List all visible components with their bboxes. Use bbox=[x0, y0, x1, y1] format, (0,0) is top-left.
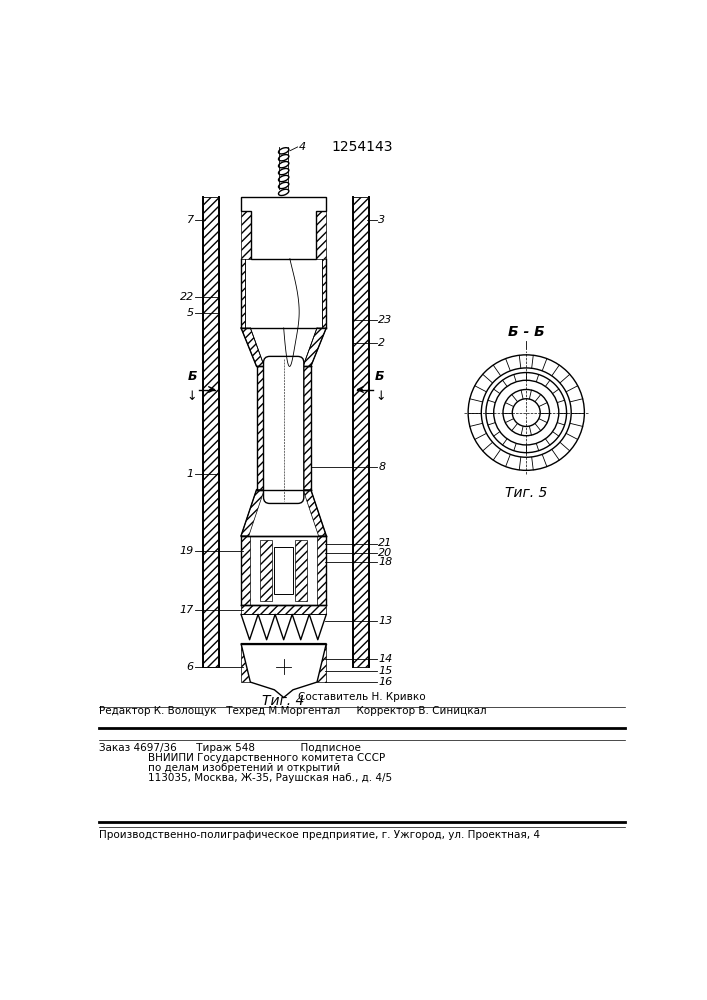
Text: ↓: ↓ bbox=[375, 389, 385, 402]
Text: 2: 2 bbox=[378, 338, 385, 348]
Circle shape bbox=[486, 373, 566, 453]
Text: 5: 5 bbox=[187, 308, 194, 318]
Circle shape bbox=[493, 380, 559, 445]
Bar bbox=[203, 197, 218, 667]
Text: Заказ 4697/36      Тираж 548              Подписное: Заказ 4697/36 Тираж 548 Подписное bbox=[99, 743, 361, 753]
Text: 6: 6 bbox=[187, 662, 194, 672]
Polygon shape bbox=[241, 259, 245, 328]
Polygon shape bbox=[316, 197, 327, 211]
Text: Б: Б bbox=[187, 370, 197, 383]
Polygon shape bbox=[257, 366, 264, 490]
Text: Редактор К. Волощук   Техред М.Моргентал     Корректор В. Синицкал: Редактор К. Волощук Техред М.Моргентал К… bbox=[99, 706, 487, 716]
FancyBboxPatch shape bbox=[264, 356, 304, 503]
Text: Τиг. 4: Τиг. 4 bbox=[262, 694, 305, 708]
Polygon shape bbox=[241, 328, 264, 366]
Text: Б - Б: Б - Б bbox=[508, 325, 544, 339]
Text: 1254143: 1254143 bbox=[331, 140, 392, 154]
Text: 3: 3 bbox=[378, 215, 385, 225]
Text: Б: Б bbox=[375, 370, 385, 383]
Text: 22: 22 bbox=[180, 292, 194, 302]
Text: 18: 18 bbox=[378, 557, 392, 567]
Text: 7: 7 bbox=[187, 215, 194, 225]
Polygon shape bbox=[303, 366, 311, 490]
Text: 8: 8 bbox=[378, 462, 385, 472]
Polygon shape bbox=[303, 328, 327, 366]
Polygon shape bbox=[264, 366, 303, 490]
Text: 14: 14 bbox=[378, 654, 392, 664]
Text: 17: 17 bbox=[180, 605, 194, 615]
Text: 15: 15 bbox=[378, 666, 392, 676]
Polygon shape bbox=[296, 540, 307, 601]
Polygon shape bbox=[241, 644, 327, 698]
Polygon shape bbox=[241, 536, 250, 605]
Polygon shape bbox=[241, 644, 250, 682]
Text: Производственно-полиграфическое предприятие, г. Ужгород, ул. Проектная, 4: Производственно-полиграфическое предприя… bbox=[99, 830, 540, 840]
Circle shape bbox=[481, 368, 571, 457]
Text: 23: 23 bbox=[378, 315, 392, 325]
Circle shape bbox=[513, 399, 540, 426]
Text: 19: 19 bbox=[180, 546, 194, 556]
Text: ↓: ↓ bbox=[187, 389, 197, 402]
Polygon shape bbox=[241, 197, 327, 259]
Text: 13: 13 bbox=[378, 615, 392, 626]
Polygon shape bbox=[316, 211, 327, 259]
Polygon shape bbox=[322, 259, 327, 328]
Polygon shape bbox=[303, 490, 327, 536]
Text: Τиг. 5: Τиг. 5 bbox=[505, 486, 547, 500]
Text: Составитель Н. Кривко: Составитель Н. Кривко bbox=[298, 692, 426, 702]
Text: 16: 16 bbox=[378, 677, 392, 687]
Polygon shape bbox=[260, 540, 272, 601]
Text: 21: 21 bbox=[378, 538, 392, 548]
Text: 20: 20 bbox=[378, 548, 392, 558]
Polygon shape bbox=[241, 197, 251, 211]
Polygon shape bbox=[241, 211, 251, 259]
Text: 1: 1 bbox=[187, 469, 194, 479]
Text: по делам изобретений и открытий: по делам изобретений и открытий bbox=[135, 763, 340, 773]
Text: ВНИИПИ Государственного комитета СССР: ВНИИПИ Государственного комитета СССР bbox=[135, 753, 385, 763]
Circle shape bbox=[503, 389, 549, 436]
Text: 113035, Москва, Ж-35, Раушская наб., д. 4/5: 113035, Москва, Ж-35, Раушская наб., д. … bbox=[135, 773, 392, 783]
Polygon shape bbox=[317, 644, 327, 682]
Polygon shape bbox=[317, 536, 327, 605]
Polygon shape bbox=[241, 605, 327, 614]
Polygon shape bbox=[241, 490, 264, 536]
Bar bbox=[354, 197, 369, 667]
Text: 4: 4 bbox=[299, 142, 306, 152]
Polygon shape bbox=[274, 547, 293, 594]
